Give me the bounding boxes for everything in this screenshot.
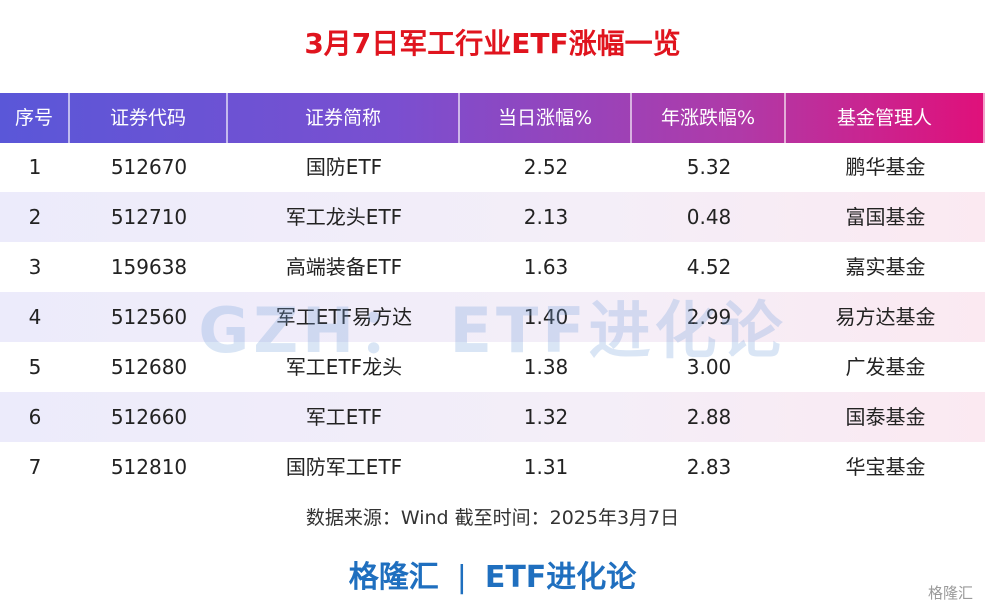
table-cell: 512670: [110, 155, 188, 179]
footer-account: ETF进化论: [484, 560, 637, 595]
table-cell: 7: [28, 455, 42, 479]
table-cell: 军工龙头ETF: [285, 205, 403, 229]
table-cell: 512710: [110, 205, 188, 229]
table-row: 5 512680 军工ETF龙头 1.38 3.00 广发基金: [0, 342, 985, 392]
table-cell: 4.52: [686, 255, 732, 279]
table-cell: 高端装备ETF: [285, 255, 403, 279]
table-cell: 5: [28, 355, 42, 379]
table-cell: 国防ETF: [305, 155, 383, 179]
table-cell: 嘉实基金: [845, 255, 926, 279]
table-cell: 军工ETF易方达: [275, 305, 413, 329]
table-cell: 2.99: [686, 305, 732, 329]
header-cell: 当日涨幅%: [460, 93, 632, 143]
table-cell: 国防军工ETF: [285, 455, 403, 479]
table-cell: 军工ETF龙头: [285, 355, 403, 379]
table-cell: 广发基金: [845, 355, 926, 379]
table-cell: 1.40: [523, 305, 569, 329]
table-cell: 2.83: [686, 455, 732, 479]
footer: 格隆汇 | ETF进化论: [0, 552, 985, 596]
table-cell: 华宝基金: [845, 455, 926, 479]
table-cell: 512680: [110, 355, 188, 379]
table-cell: 2.88: [686, 405, 732, 429]
header-row: 序号 证券代码 证券简称 当日涨幅% 年涨跌幅% 基金管理人: [0, 93, 985, 143]
table-cell: 3: [28, 255, 42, 279]
table-row: 1 512670 国防ETF 2.52 5.32 鹏华基金: [0, 142, 985, 192]
corner-logo: 格隆汇: [927, 584, 973, 602]
header-cell: 证券简称: [228, 93, 460, 143]
table-row: 7 512810 国防军工ETF 1.31 2.83 华宝基金: [0, 442, 985, 492]
header-cell: 序号: [0, 93, 70, 143]
header-cell: 证券代码: [70, 93, 228, 143]
table-cell: 1.63: [523, 255, 569, 279]
table-cell: 2: [28, 205, 42, 229]
table-cell: 6: [28, 405, 42, 429]
table-cell: 5.32: [686, 155, 732, 179]
table-cell: 鹏华基金: [845, 155, 926, 179]
table-cell: 1.31: [523, 455, 569, 479]
table-row: 3 159638 高端装备ETF 1.63 4.52 嘉实基金: [0, 242, 985, 292]
table-cell: 2.52: [523, 155, 569, 179]
table-cell: 军工ETF: [305, 405, 383, 429]
table-row: 2 512710 军工龙头ETF 2.13 0.48 富国基金: [0, 192, 985, 242]
table-cell: 3.00: [686, 355, 732, 379]
header-cell: 基金管理人: [786, 93, 985, 143]
table-cell: 512810: [110, 455, 188, 479]
table-cell: 1.32: [523, 405, 569, 429]
table-cell: 1: [28, 155, 42, 179]
footer-separator: |: [456, 560, 467, 595]
table-cell: 富国基金: [845, 205, 926, 229]
table-cell: 4: [28, 305, 42, 329]
table-cell: 国泰基金: [845, 405, 926, 429]
table-cell: 易方达基金: [835, 305, 936, 329]
table-cell: 2.13: [523, 205, 569, 229]
header-cell: 年涨跌幅%: [632, 93, 786, 143]
table-cell: 0.48: [686, 205, 732, 229]
title: 3月7日军工行业ETF涨幅一览: [304, 27, 681, 60]
source-note: 数据来源：Wind 截至时间：2025年3月7日: [305, 507, 680, 529]
table-row: 4 512560 军工ETF易方达 1.40 2.99 易方达基金: [0, 292, 985, 342]
table-cell: 512560: [110, 305, 188, 329]
table-cell: 1.38: [523, 355, 569, 379]
table-cell: 512660: [110, 405, 188, 429]
table-row: 6 512660 军工ETF 1.32 2.88 国泰基金: [0, 392, 985, 442]
table-cell: 159638: [110, 255, 188, 279]
footer-brand: 格隆汇: [348, 560, 439, 595]
